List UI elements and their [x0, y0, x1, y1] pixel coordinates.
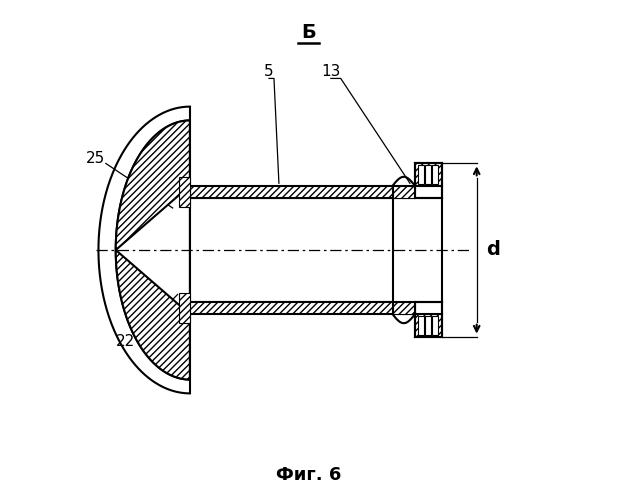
Bar: [190, 198, 392, 302]
Text: 5: 5: [264, 64, 274, 80]
Bar: [190, 186, 392, 198]
Bar: [425, 316, 431, 336]
Text: 13: 13: [321, 64, 341, 80]
Bar: [432, 164, 438, 184]
Polygon shape: [116, 120, 190, 250]
Bar: [425, 164, 431, 184]
Bar: [392, 302, 415, 314]
Polygon shape: [116, 250, 190, 380]
Bar: [432, 316, 438, 336]
Bar: [179, 293, 190, 323]
Text: Б: Б: [301, 23, 316, 42]
Bar: [190, 302, 392, 314]
Text: Фиг. 6: Фиг. 6: [276, 466, 341, 484]
Polygon shape: [116, 120, 190, 380]
Text: d: d: [487, 240, 501, 260]
Bar: [415, 314, 442, 336]
Text: 22: 22: [116, 334, 135, 349]
Bar: [418, 164, 424, 184]
Bar: [392, 186, 415, 198]
Bar: [418, 316, 424, 336]
Text: 25: 25: [87, 151, 106, 166]
Bar: [415, 164, 442, 186]
Bar: [179, 177, 190, 207]
